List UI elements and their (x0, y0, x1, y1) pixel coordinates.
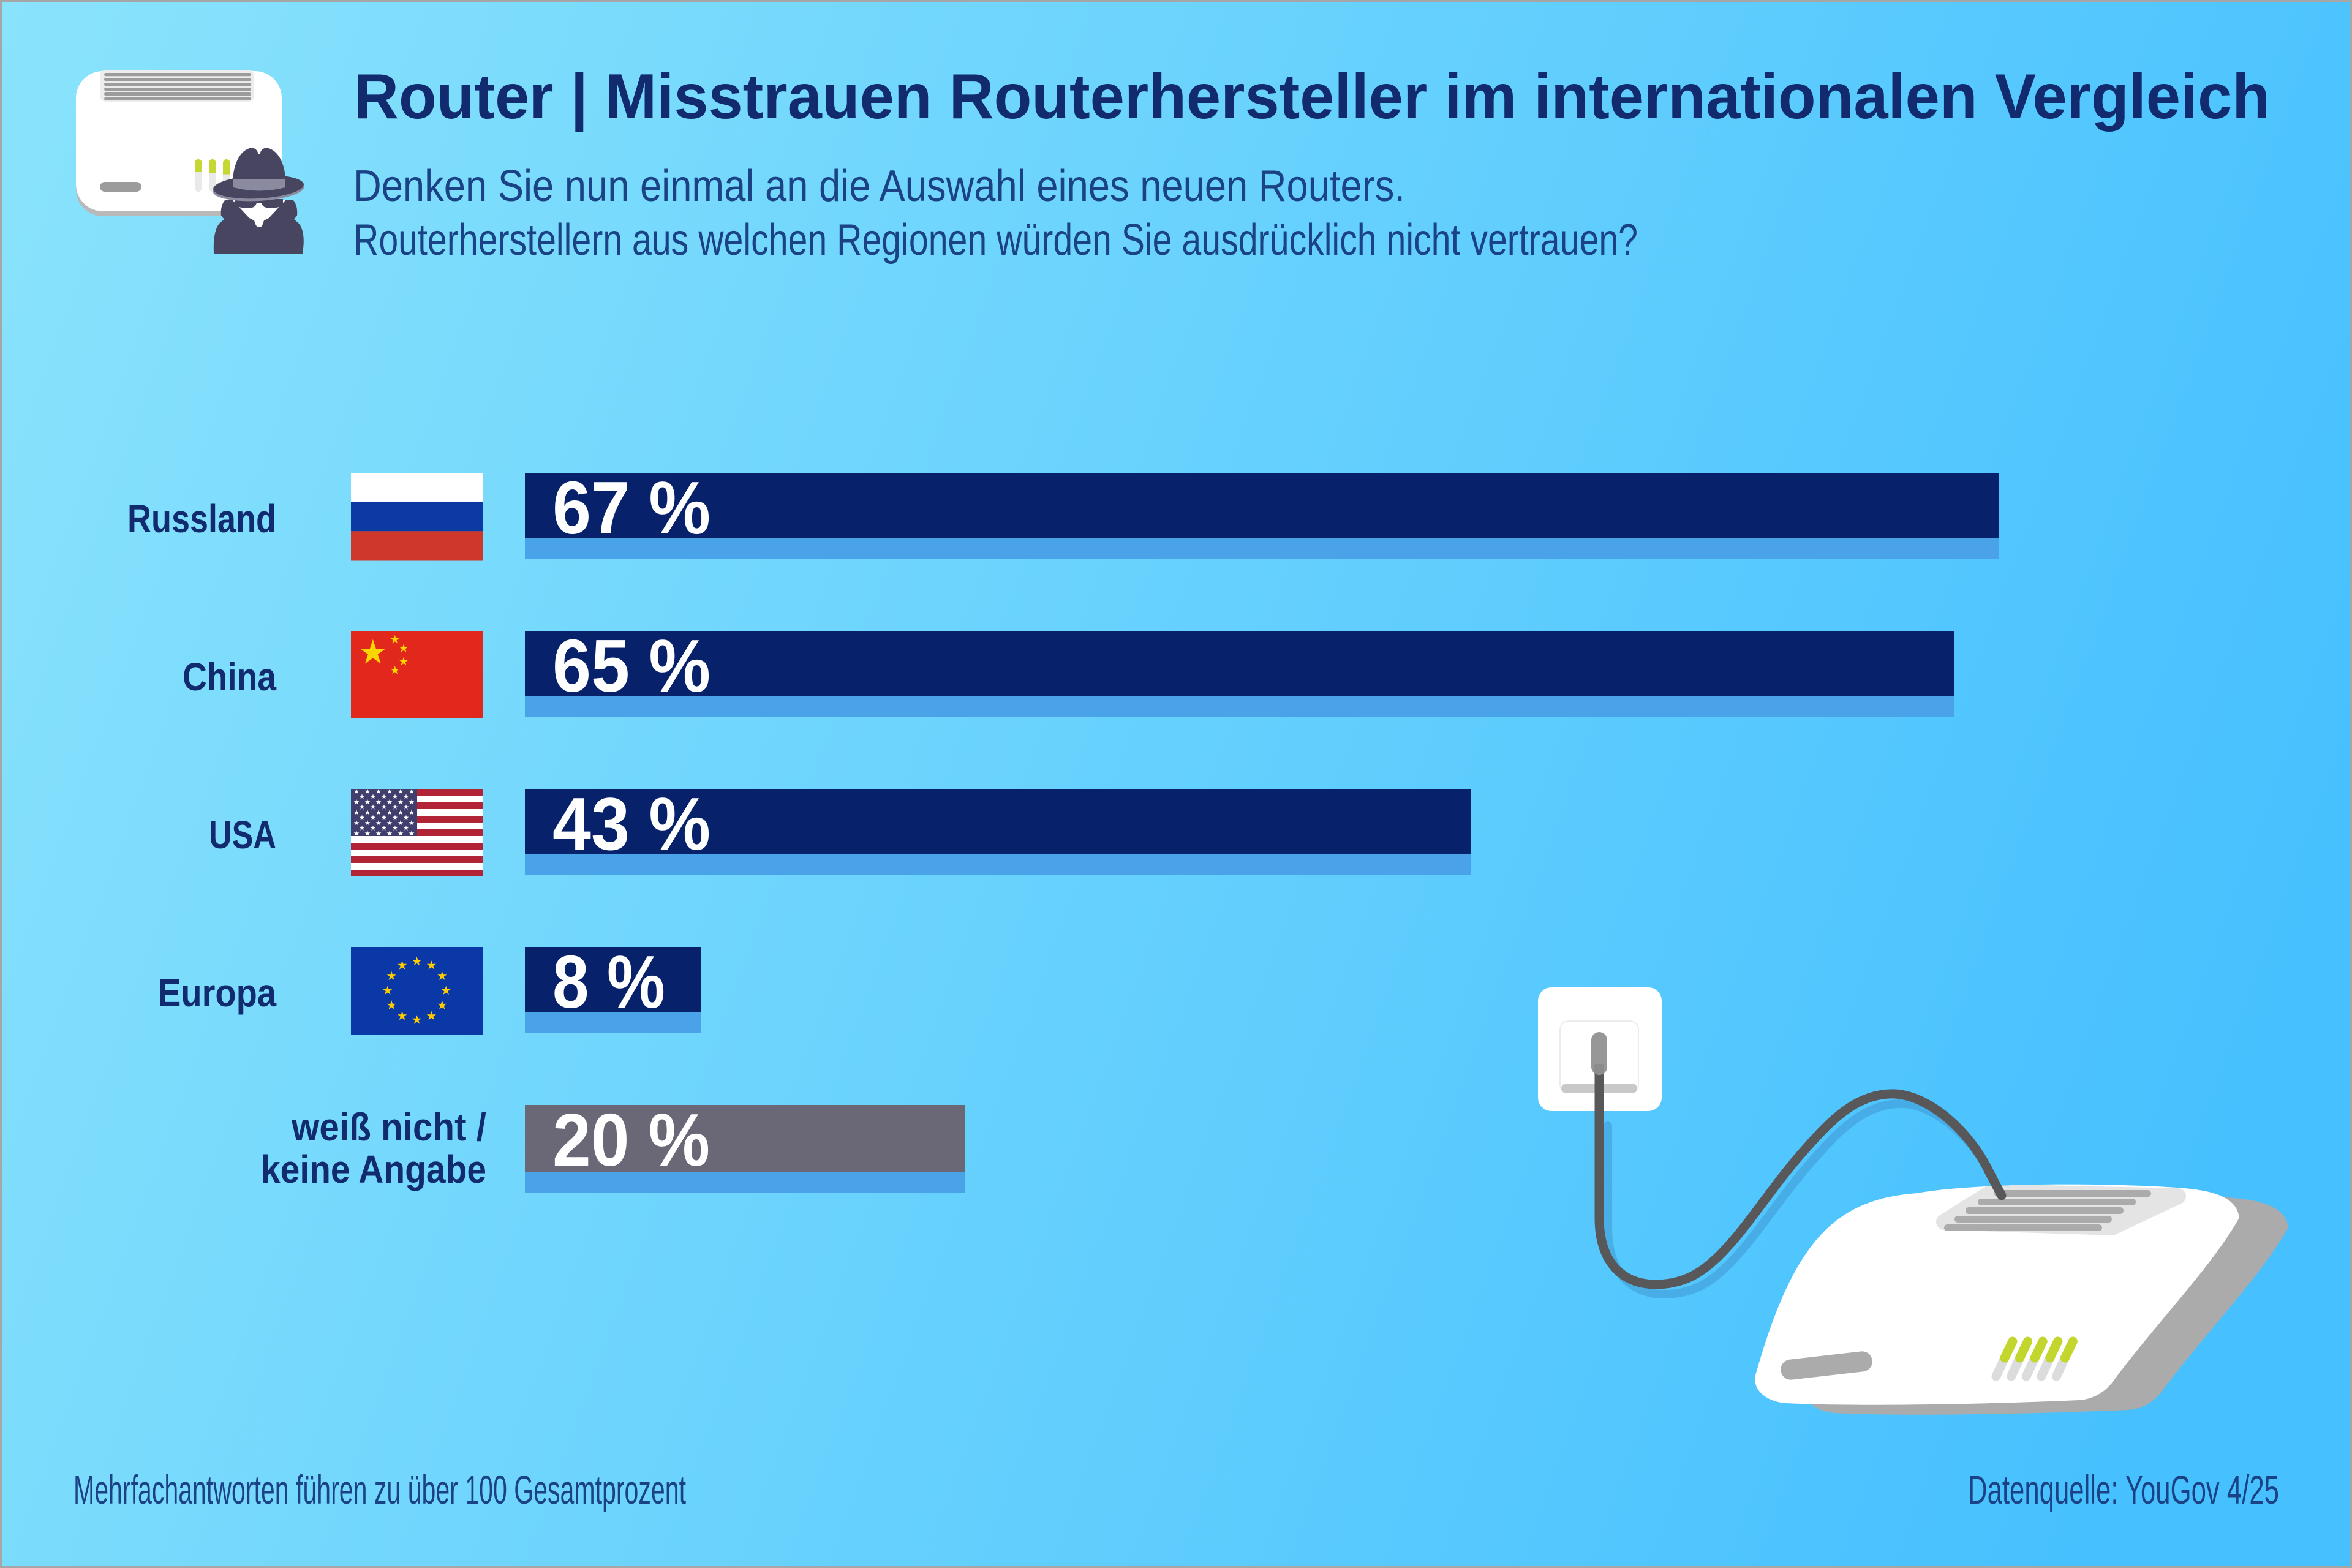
svg-text:USA: USA (209, 813, 276, 857)
svg-text:8 %: 8 % (552, 940, 665, 1023)
svg-text:67 %: 67 % (552, 466, 710, 549)
svg-text:Denken Sie nun einmal an die A: Denken Sie nun einmal an die Auswahl ein… (353, 162, 1405, 211)
svg-text:keine Angabe: keine Angabe (261, 1147, 486, 1191)
svg-text:weiß nicht /: weiß nicht / (291, 1105, 486, 1149)
svg-text:China: China (183, 655, 276, 699)
svg-text:Europa: Europa (158, 971, 276, 1015)
svg-text:Router | Misstrauen Routerhers: Router | Misstrauen Routerhersteller im … (354, 61, 2270, 133)
svg-text:Mehrfachantworten führen zu üb: Mehrfachantworten führen zu über 100 Ges… (74, 1467, 686, 1512)
svg-text:Datenquelle: YouGov 4/25: Datenquelle: YouGov 4/25 (1968, 1467, 2279, 1512)
svg-text:Russland: Russland (127, 497, 276, 541)
svg-text:Routerherstellern aus welchen: Routerherstellern aus welchen Regionen w… (353, 216, 1638, 265)
svg-text:20 %: 20 % (552, 1098, 710, 1182)
svg-text:65 %: 65 % (552, 624, 710, 707)
svg-text:43 %: 43 % (552, 782, 710, 865)
